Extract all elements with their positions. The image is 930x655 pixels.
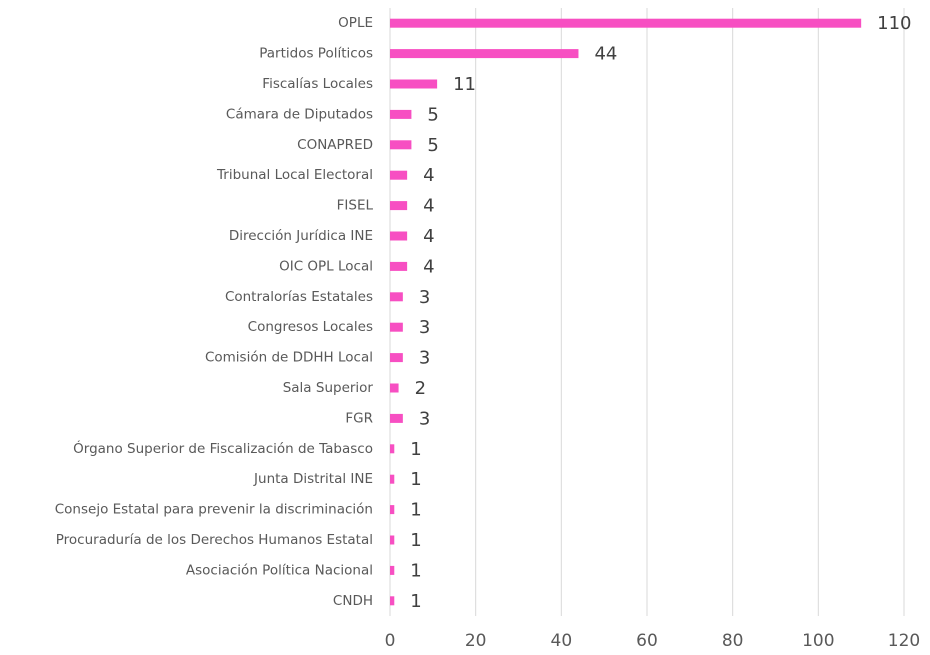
bar (390, 596, 395, 606)
bar (390, 353, 403, 363)
y-tick-label: Consejo Estatal para prevenir la discrim… (55, 502, 373, 518)
x-tick-label: 120 (888, 631, 920, 651)
value-label: 5 (427, 104, 438, 125)
bar (390, 413, 403, 423)
value-label: 3 (419, 317, 430, 338)
value-label: 1 (410, 439, 421, 460)
value-label: 3 (419, 287, 430, 308)
y-tick-label: OIC OPL Local (279, 258, 373, 274)
bar (390, 18, 862, 28)
y-tick-label: Contralorías Estatales (225, 289, 373, 305)
bar (390, 383, 399, 393)
y-tick-label: FISEL (337, 198, 374, 214)
y-tick-label: Comisión de DDHH Local (205, 350, 373, 366)
y-tick-label: CNDH (333, 593, 373, 609)
y-tick-label: Junta Distrital INE (253, 471, 373, 487)
value-label: 11 (453, 74, 476, 95)
value-label: 5 (427, 135, 438, 156)
bar (390, 535, 395, 545)
bar (390, 231, 408, 241)
bar (390, 444, 395, 454)
bar (390, 505, 395, 515)
bar (390, 79, 438, 89)
value-label: 2 (415, 378, 426, 399)
y-tick-label: Procuraduría de los Derechos Humanos Est… (56, 532, 373, 548)
value-label: 4 (423, 226, 434, 247)
bar (390, 109, 412, 119)
x-tick-label: 60 (636, 631, 658, 651)
y-tick-label: FGR (345, 410, 373, 426)
value-label: 4 (423, 196, 434, 217)
bar (390, 565, 395, 575)
x-tick-label: 80 (722, 631, 744, 651)
x-tick-label: 100 (802, 631, 834, 651)
y-tick-label: Órgano Superior de Fiscalización de Taba… (73, 439, 373, 457)
y-tick-label: Congresos Locales (248, 319, 373, 335)
y-tick-label: Cámara de Diputados (226, 106, 373, 122)
y-tick-label: CONAPRED (297, 137, 373, 153)
value-label: 1 (410, 591, 421, 612)
bar (390, 474, 395, 484)
value-label: 1 (410, 530, 421, 551)
value-label: 3 (419, 408, 430, 429)
x-tick-label: 0 (385, 631, 396, 651)
value-label: 3 (419, 348, 430, 369)
bar (390, 49, 579, 59)
bar (390, 201, 408, 211)
y-tick-label: Fiscalías Locales (262, 76, 373, 92)
y-tick-label: Asociación Política Nacional (186, 562, 373, 578)
bar (390, 261, 408, 271)
y-tick-label: Sala Superior (283, 380, 374, 396)
value-label: 110 (877, 13, 911, 34)
value-label: 4 (423, 165, 434, 186)
y-tick-label: Partidos Políticos (259, 46, 373, 62)
value-label: 1 (410, 560, 421, 581)
x-tick-label: 40 (551, 631, 573, 651)
bar (390, 322, 403, 332)
y-tick-label: OPLE (338, 15, 373, 31)
value-label: 1 (410, 500, 421, 521)
value-label: 4 (423, 256, 434, 277)
bar (390, 292, 403, 302)
bar (390, 170, 408, 180)
bar (390, 140, 412, 150)
value-label: 1 (410, 469, 421, 490)
value-label: 44 (594, 44, 617, 65)
y-tick-label: Dirección Jurídica INE (229, 228, 373, 244)
x-tick-label: 20 (465, 631, 487, 651)
y-tick-label: Tribunal Local Electoral (216, 167, 373, 183)
